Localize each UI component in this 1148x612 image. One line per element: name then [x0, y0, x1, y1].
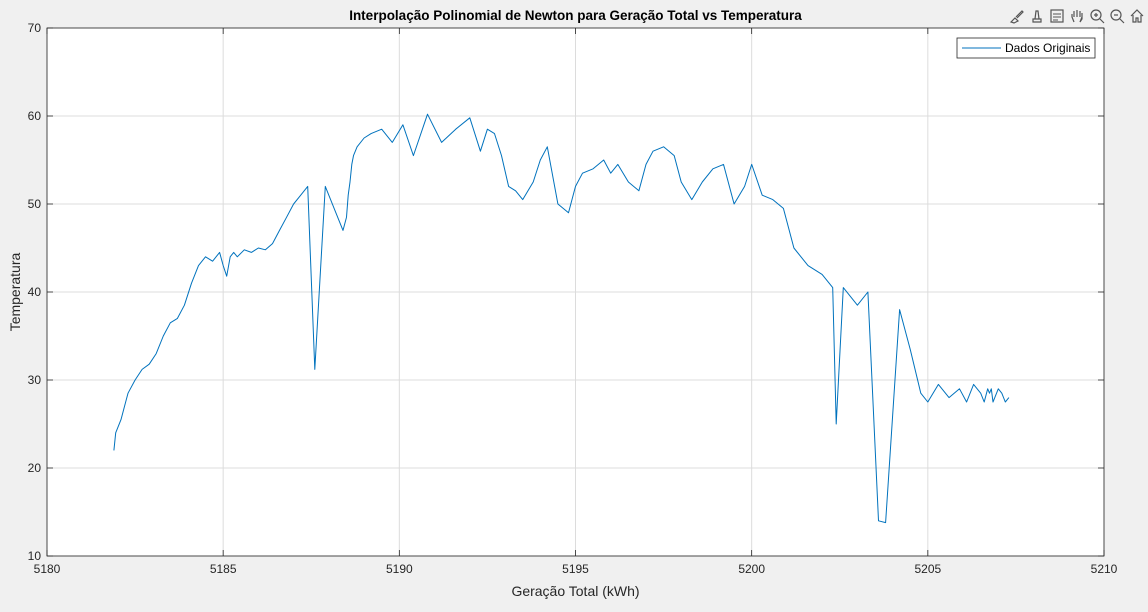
legend-box: [956, 37, 1096, 59]
tick-group: 5180 5185 5190 5195 5200 5205 5210 10 20 30 40 50 60…: [28, 21, 1118, 576]
axes-toolbar: [1007, 6, 1146, 26]
x-tick-label: 5190: [386, 562, 413, 576]
export-icon[interactable]: [1047, 7, 1066, 26]
x-tick-label: 5180: [34, 562, 61, 576]
y-axis-label: Temperatura: [7, 252, 23, 331]
data-line-group[interactable]: [113, 113, 1010, 524]
legend[interactable]: Dados Originais: [956, 37, 1096, 59]
x-tick-label: 5195: [562, 562, 589, 576]
x-tick-label: 5205: [914, 562, 941, 576]
y-tick-label: 70: [28, 21, 42, 35]
x-axis-label: Geração Total (kWh): [511, 583, 639, 599]
legend-entry-label: Dados Originais: [1005, 41, 1090, 55]
x-tick-label: 5200: [738, 562, 765, 576]
y-tick-label: 30: [28, 373, 42, 387]
chart-title: Interpolação Polinomial de Newton para G…: [349, 8, 802, 23]
zoom-out-icon[interactable]: [1107, 7, 1126, 26]
x-tick-label: 5210: [1091, 562, 1118, 576]
series-line-dados-originais[interactable]: [113, 113, 1010, 524]
x-tick-label: 5185: [210, 562, 237, 576]
y-tick-label: 60: [28, 109, 42, 123]
y-tick-label: 40: [28, 285, 42, 299]
y-tick-label: 20: [28, 461, 42, 475]
y-tick-label: 10: [28, 549, 42, 563]
pan-icon[interactable]: [1067, 7, 1086, 26]
zoom-in-icon[interactable]: [1087, 7, 1106, 26]
y-tick-label: 50: [28, 197, 42, 211]
home-icon[interactable]: [1127, 7, 1146, 26]
brush-icon[interactable]: [1007, 7, 1026, 26]
data-tip-icon[interactable]: [1027, 7, 1046, 26]
